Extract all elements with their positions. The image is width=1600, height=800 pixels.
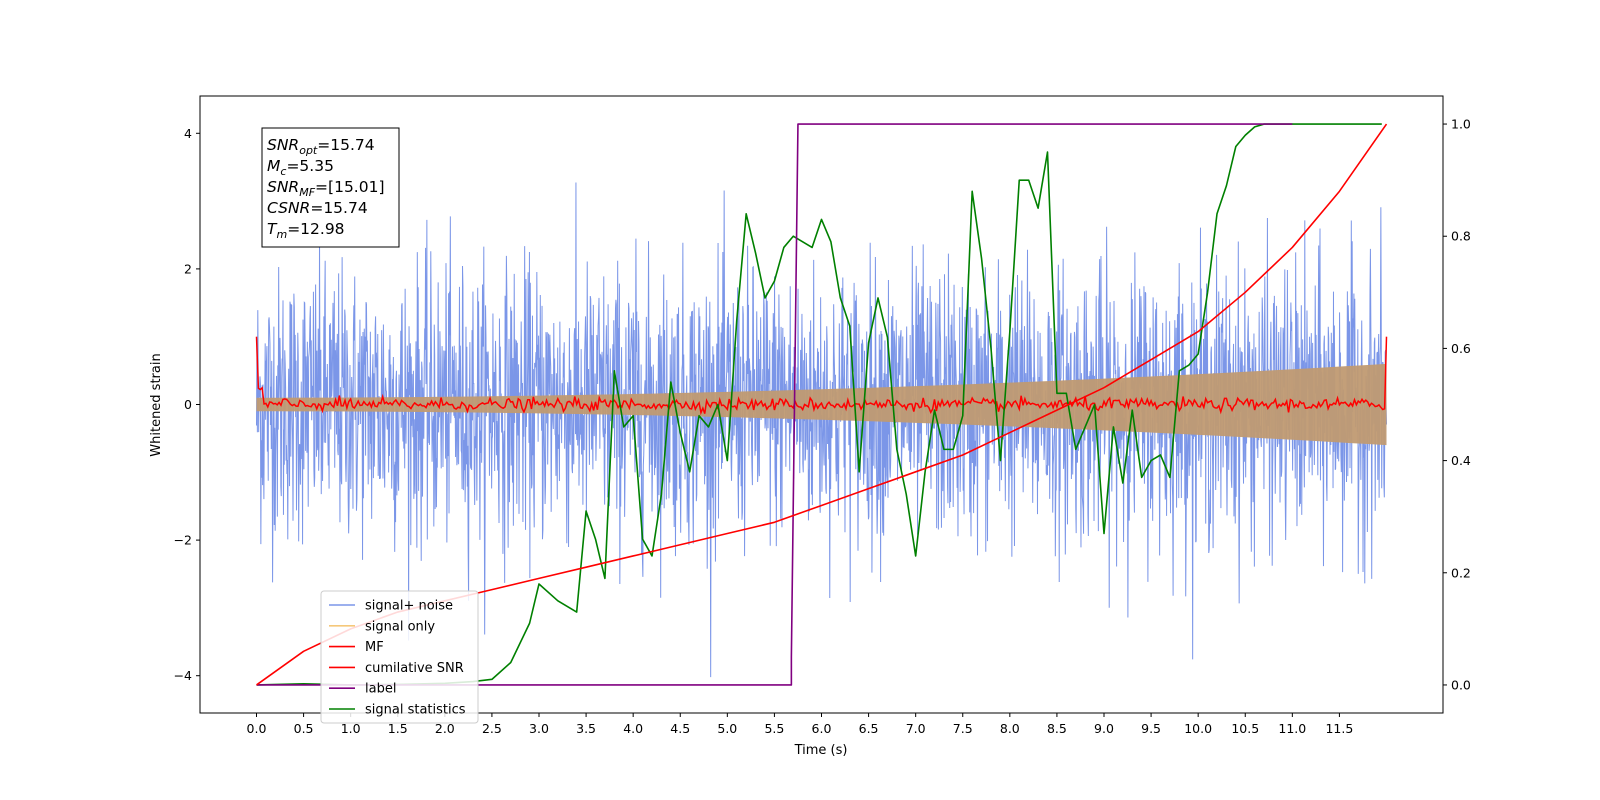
y-left-tick-label: −2 <box>174 533 192 548</box>
x-tick-label: 4.5 <box>670 721 690 736</box>
y-right-tick-label: 0.0 <box>1451 677 1471 692</box>
x-tick-label: 4.0 <box>623 721 643 736</box>
x-tick-label: 11.0 <box>1278 721 1306 736</box>
x-tick-label: 0.5 <box>294 721 314 736</box>
x-tick-label: 5.0 <box>717 721 737 736</box>
x-tick-label: 7.5 <box>953 721 973 736</box>
x-tick-label: 1.0 <box>341 721 361 736</box>
x-tick-label: 0.0 <box>247 721 267 736</box>
y-axis-right: 0.0 0.2 0.4 0.6 0.8 1.0 <box>1443 117 1471 692</box>
x-tick-label: 9.5 <box>1141 721 1161 736</box>
x-tick-label: 3.5 <box>576 721 596 736</box>
legend-entry: label <box>365 682 396 697</box>
y-right-tick-label: 0.2 <box>1451 565 1471 580</box>
legend-entry: MF <box>365 640 384 655</box>
x-tick-label: 6.0 <box>812 721 832 736</box>
x-axis-label: Time (s) <box>794 743 848 758</box>
x-tick-label: 2.5 <box>482 721 502 736</box>
annotation-frame <box>261 127 400 248</box>
series-label <box>256 123 1293 686</box>
y-right-tick-label: 0.6 <box>1451 341 1471 356</box>
annotation-line: Tm=12.98 <box>267 220 345 241</box>
x-tick-label: 10.5 <box>1231 721 1259 736</box>
annotation-line: SNRopt=15.74 <box>267 136 375 157</box>
y-axis-label-left: Whitened strain <box>149 353 164 456</box>
legend-frame <box>320 590 479 724</box>
y-right-tick-label: 0.8 <box>1451 229 1471 244</box>
y-left-tick-label: 4 <box>184 126 192 141</box>
x-tick-label: 9.0 <box>1094 721 1114 736</box>
legend-entry: signal only <box>365 619 435 634</box>
x-tick-label: 7.0 <box>906 721 926 736</box>
annotation-box: SNRopt=15.74Mc=5.35SNRMF=[15.01]CSNR=15.… <box>261 127 400 248</box>
y-axis-left: −4 −2 0 2 4 <box>174 126 200 683</box>
x-tick-label: 8.5 <box>1047 721 1067 736</box>
legend-entry: signal statistics <box>365 703 466 718</box>
y-right-tick-label: 1.0 <box>1451 117 1471 132</box>
y-left-tick-label: 2 <box>184 261 192 276</box>
annotation-line: SNRMF=[15.01] <box>267 178 385 199</box>
x-tick-label: 1.5 <box>388 721 408 736</box>
x-tick-label: 5.5 <box>764 721 784 736</box>
x-tick-label: 2.0 <box>435 721 455 736</box>
x-tick-label: 10.0 <box>1184 721 1212 736</box>
x-tick-label: 6.5 <box>859 721 879 736</box>
y-left-tick-label: 0 <box>184 397 192 412</box>
plot-area <box>255 123 1388 686</box>
legend-entry: signal+ noise <box>365 599 453 614</box>
y-right-tick-label: 0.4 <box>1451 453 1471 468</box>
legend-entry: cumilative SNR <box>365 661 464 676</box>
x-axis: 0.0 0.5 1.0 1.5 2.0 2.5 3.0 3.5 4.0 4.5 5.0 5.5 6.0 6… <box>247 713 1353 736</box>
legend: signal+ noise signal only MF cumilative SNR… <box>320 590 479 724</box>
annotation-line: CSNR=15.74 <box>267 199 368 217</box>
y-left-tick-label: −4 <box>174 668 192 683</box>
x-tick-label: 3.0 <box>529 721 549 736</box>
x-tick-label: 11.5 <box>1325 721 1353 736</box>
annotation-line: Mc=5.35 <box>267 157 334 178</box>
series-mf <box>255 336 1388 416</box>
x-tick-label: 8.0 <box>1000 721 1020 736</box>
series-signal-statistics <box>256 123 1382 686</box>
